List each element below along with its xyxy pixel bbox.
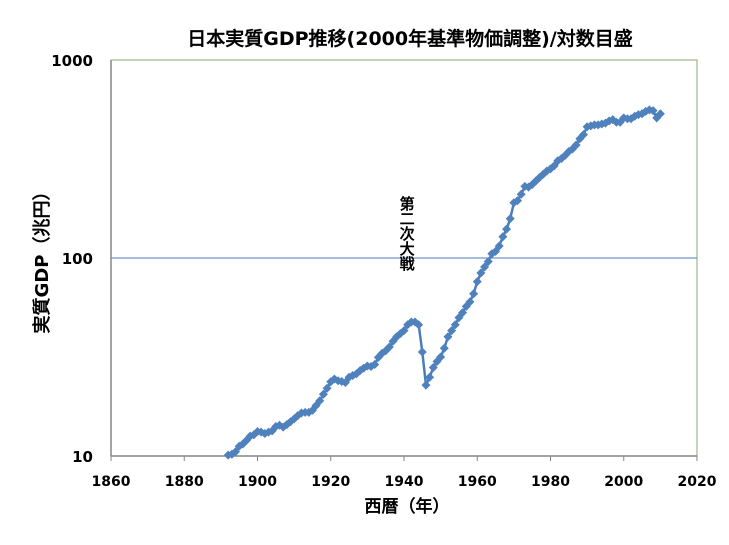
data-point-1968 xyxy=(502,224,512,234)
data-point-1953 xyxy=(447,326,457,336)
data-point-1954 xyxy=(450,320,460,330)
y-tick-label: 100 xyxy=(62,250,93,268)
x-tick-label: 1960 xyxy=(458,474,497,490)
y-tick-label: 1000 xyxy=(51,52,93,70)
data-point-1940 xyxy=(399,326,409,336)
data-point-1894 xyxy=(231,447,241,457)
y-tick-label: 10 xyxy=(72,448,93,466)
x-tick-label: 1900 xyxy=(238,474,277,490)
data-point-1917 xyxy=(315,396,325,406)
data-point-1967 xyxy=(498,232,508,242)
data-point-1947 xyxy=(425,372,435,382)
data-point-1946 xyxy=(421,380,431,390)
x-tick-label: 1980 xyxy=(531,474,570,490)
data-point-1987 xyxy=(571,140,581,150)
data-point-1963 xyxy=(483,257,493,267)
data-point-1971 xyxy=(513,196,523,206)
data-point-1918 xyxy=(318,389,328,399)
x-tick-label: 2020 xyxy=(678,474,717,490)
data-point-1919 xyxy=(322,383,332,393)
data-point-1932 xyxy=(370,359,380,369)
data-point-1972 xyxy=(516,189,526,199)
data-point-1950 xyxy=(436,352,446,362)
data-point-1969 xyxy=(505,214,515,224)
x-tick-label: 1880 xyxy=(165,474,204,490)
data-point-1959 xyxy=(469,289,479,299)
x-axis-label: 西暦（年） xyxy=(365,496,450,517)
x-tick-label: 1860 xyxy=(92,474,131,490)
data-point-1952 xyxy=(443,332,453,342)
data-point-1961 xyxy=(476,268,486,278)
data-point-1936 xyxy=(384,342,394,352)
data-point-1965 xyxy=(491,246,501,256)
y-axis-label: 実質GDP（兆円） xyxy=(31,183,53,334)
data-point-1962 xyxy=(480,262,490,272)
data-point-1945 xyxy=(417,347,427,357)
data-point-1951 xyxy=(439,343,449,353)
data-point-1989 xyxy=(578,130,588,140)
data-point-1958 xyxy=(465,297,475,307)
data-point-2008 xyxy=(648,106,658,116)
x-tick-label: 1940 xyxy=(385,474,424,490)
chart-title: 日本実質GDP推移(2000年基準物価調整)/対数目盛 xyxy=(187,27,632,50)
data-point-2010 xyxy=(655,109,665,119)
x-tick-label: 2000 xyxy=(604,474,643,490)
gdp-line xyxy=(227,108,662,457)
data-point-1966 xyxy=(494,241,504,251)
ww2-annotation: 第二次大戦 xyxy=(398,195,416,272)
data-point-1956 xyxy=(458,308,468,318)
x-tick-label: 1920 xyxy=(311,474,350,490)
data-point-1944 xyxy=(414,320,424,330)
data-point-1948 xyxy=(428,362,438,372)
data-point-1960 xyxy=(472,277,482,287)
